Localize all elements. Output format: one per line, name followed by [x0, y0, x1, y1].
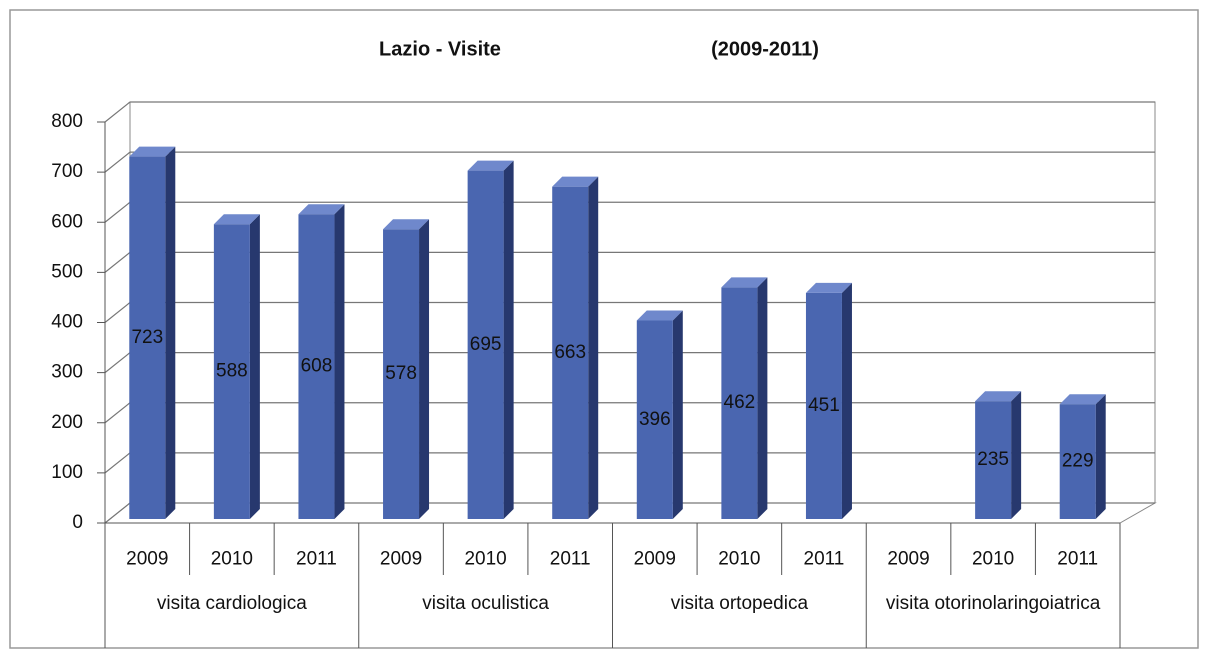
bar-top: [805, 282, 852, 293]
data-label: 235: [977, 449, 1009, 470]
grid-line-side: [104, 352, 131, 374]
y-tick-label: 0: [72, 512, 83, 533]
y-tick-label: 400: [51, 312, 83, 333]
x-tick-label: 2011: [1057, 549, 1098, 570]
bar-front: [805, 292, 842, 519]
y-tick-label: 700: [51, 161, 83, 182]
grid-line-side: [104, 151, 131, 173]
bar: [721, 277, 768, 519]
bar-side: [334, 204, 345, 520]
bar-front: [298, 214, 335, 520]
data-label: 229: [1062, 451, 1094, 472]
data-label: 608: [301, 356, 333, 377]
bar-side: [165, 146, 176, 519]
bar: [298, 204, 345, 520]
x-tick-label: 2011: [804, 549, 845, 570]
data-label: 451: [808, 395, 840, 416]
bar-side: [1011, 391, 1022, 519]
bar-front: [975, 401, 1012, 519]
y-tick-label: 800: [51, 111, 83, 132]
data-label: 396: [639, 409, 671, 430]
bar: [213, 214, 260, 519]
x-tick-label: 2010: [211, 549, 253, 570]
bar: [383, 219, 430, 519]
bar-side: [757, 277, 768, 519]
bar-top: [1059, 394, 1106, 405]
bar-front: [383, 229, 420, 519]
bar-front: [636, 320, 673, 519]
bar: [1059, 394, 1106, 519]
chart-subtitle: (2009-2011): [711, 38, 819, 60]
x-tick-label: 2010: [972, 549, 1014, 570]
grid-line-side: [104, 402, 131, 424]
group-label: visita ortopedica: [670, 593, 809, 614]
bar-top: [129, 146, 176, 157]
grid-line-side: [104, 302, 131, 323]
grid-line-side: [104, 201, 131, 223]
bar-top: [467, 160, 514, 171]
x-tick-label: 2010: [464, 549, 506, 570]
data-label: 462: [724, 392, 756, 413]
bar-top: [552, 176, 599, 187]
x-tick-label: 2011: [550, 549, 591, 570]
x-tick-label: 2009: [634, 549, 676, 570]
bar-front: [552, 186, 589, 519]
bar-front: [1059, 404, 1096, 519]
grid-line-side: [104, 101, 131, 123]
data-label: 663: [554, 342, 586, 363]
x-tick-label: 2010: [718, 549, 760, 570]
bar-front: [721, 287, 758, 519]
bar-top: [975, 391, 1022, 402]
x-tick-label: 2009: [126, 549, 168, 570]
y-tick-label: 100: [51, 462, 83, 483]
bar-side: [841, 282, 852, 519]
grid-line-side: [104, 251, 131, 273]
y-tick-label: 300: [51, 362, 83, 383]
x-tick-label: 2009: [380, 549, 422, 570]
data-label: 695: [470, 334, 502, 355]
bar-side: [1095, 394, 1106, 519]
group-label: visita otorinolaringoiatrica: [885, 593, 1101, 614]
bar: [467, 160, 514, 519]
bar: [636, 310, 683, 519]
group-label: visita oculistica: [422, 593, 549, 614]
bar-side: [249, 214, 260, 519]
data-label: 578: [385, 363, 417, 384]
data-label: 723: [131, 327, 163, 348]
bar-side: [672, 310, 683, 519]
bar-top: [383, 219, 430, 230]
bar-front: [467, 170, 504, 519]
y-tick-label: 600: [51, 211, 83, 232]
bar-top: [213, 214, 260, 225]
bar-front: [129, 156, 166, 519]
bar: [975, 391, 1022, 519]
bar-top: [721, 277, 768, 288]
bar-side: [588, 176, 599, 519]
data-label: 588: [216, 361, 248, 382]
y-tick-label: 200: [51, 412, 83, 433]
bar: [129, 146, 176, 519]
chart-title: Lazio - Visite: [379, 38, 501, 60]
grid-line-side: [104, 452, 131, 474]
x-tick-label: 2009: [887, 549, 929, 570]
bar: [552, 176, 599, 519]
grid-line-side: [104, 502, 131, 524]
bar-side: [419, 219, 430, 519]
bar-top: [298, 204, 345, 215]
group-label: visita cardiologica: [156, 593, 307, 614]
x-tick-label: 2011: [296, 549, 337, 570]
y-tick-label: 500: [51, 261, 83, 282]
bar-top: [636, 310, 683, 321]
bar: [805, 282, 852, 519]
bar-side: [503, 160, 514, 519]
bar-front: [213, 224, 250, 519]
